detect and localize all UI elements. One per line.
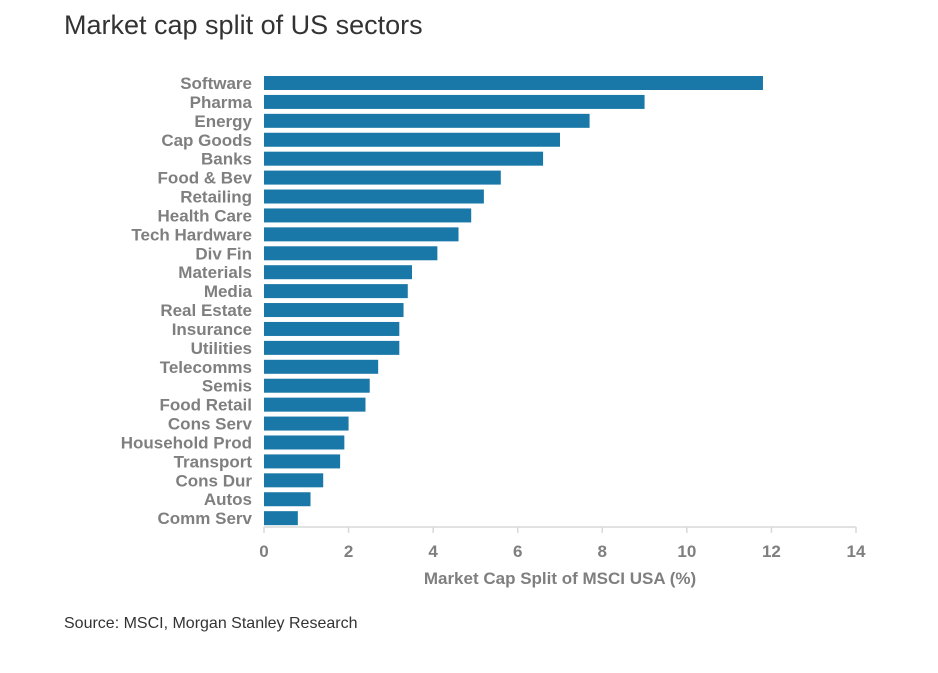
category-label: Banks <box>201 150 252 169</box>
x-tick-label: 0 <box>259 542 268 561</box>
bar <box>264 132 560 147</box>
category-label: Autos <box>204 490 252 509</box>
x-tick-label: 12 <box>762 542 781 561</box>
category-label: Materials <box>178 263 252 282</box>
category-label: Telecomms <box>160 358 252 377</box>
x-tick-label: 10 <box>677 542 696 561</box>
category-label: Cons Serv <box>168 415 253 434</box>
x-tick-label: 6 <box>513 542 522 561</box>
category-label: Real Estate <box>160 301 252 320</box>
bar <box>264 511 298 526</box>
bar <box>264 113 590 128</box>
category-label: Health Care <box>158 206 252 225</box>
category-label: Retailing <box>180 188 252 207</box>
bar <box>264 284 408 299</box>
category-label: Food & Bev <box>158 169 253 188</box>
x-tick-label: 4 <box>428 542 438 561</box>
x-tick-label: 14 <box>847 542 866 561</box>
x-axis-ticks: 0 2 4 6 8 10 12 14 <box>259 527 866 561</box>
bar <box>264 416 349 431</box>
category-label: Comm Serv <box>158 509 253 528</box>
bar <box>264 435 345 450</box>
source-note: Source: MSCI, Morgan Stanley Research <box>64 615 358 632</box>
category-label: Household Prod <box>121 433 252 452</box>
bar <box>264 227 459 242</box>
x-tick-label: 2 <box>344 542 353 561</box>
bars-layer <box>264 76 763 526</box>
category-label: Tech Hardware <box>131 225 252 244</box>
bar <box>264 340 400 355</box>
category-label: Utilities <box>191 339 252 358</box>
bar <box>264 208 472 223</box>
chart-title: Market cap split of US sectors <box>64 10 423 40</box>
bar <box>264 76 763 90</box>
bar <box>264 492 311 507</box>
category-label: Cons Dur <box>176 471 253 490</box>
bar <box>264 94 645 109</box>
category-label: Semis <box>202 377 252 396</box>
bar <box>264 303 404 318</box>
x-axis-title: Market Cap Split of MSCI USA (%) <box>424 569 696 588</box>
bar <box>264 454 341 469</box>
category-label: Cap Goods <box>161 131 252 150</box>
bar <box>264 170 501 185</box>
category-label: Media <box>204 282 253 301</box>
bar <box>264 359 379 374</box>
category-label: Insurance <box>172 320 252 339</box>
category-label: Software <box>180 74 252 93</box>
x-tick-label: 8 <box>598 542 607 561</box>
bar <box>264 189 484 204</box>
category-label: Energy <box>194 112 252 131</box>
bar <box>264 473 324 488</box>
category-label: Food Retail <box>159 396 252 415</box>
bar <box>264 265 412 280</box>
bar <box>264 246 438 261</box>
category-label: Pharma <box>190 93 253 112</box>
category-label: Div Fin <box>195 244 252 263</box>
category-label: Transport <box>174 452 253 471</box>
bar <box>264 321 400 336</box>
bar <box>264 397 366 412</box>
bar <box>264 151 544 166</box>
bar <box>264 378 370 393</box>
